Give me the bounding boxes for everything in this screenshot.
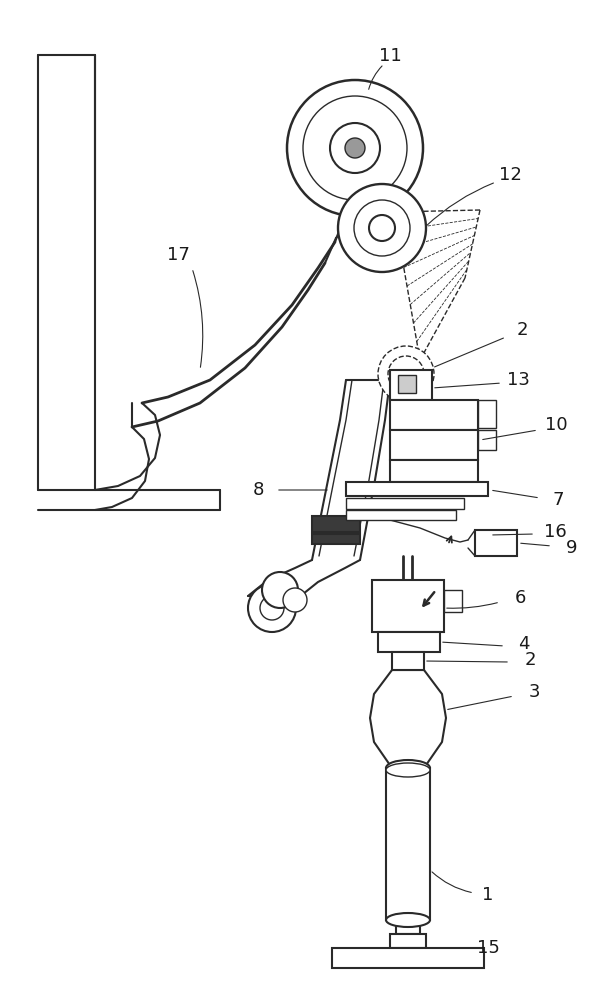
Text: 10: 10 [544,416,568,434]
Bar [390,934,426,948]
Circle shape [388,356,424,392]
Bar [346,498,464,509]
Text: 17: 17 [166,246,189,264]
Text: 12: 12 [498,166,521,184]
Circle shape [260,596,284,620]
Circle shape [354,200,410,256]
Circle shape [378,346,434,402]
Bar [390,400,478,430]
Bar [332,948,484,968]
Bar [346,510,456,520]
Text: 7: 7 [552,491,564,509]
Bar [478,430,496,450]
Circle shape [369,215,395,241]
Bar [444,590,462,612]
Circle shape [330,123,380,173]
Circle shape [338,184,426,272]
Bar [475,530,517,556]
Text: 15: 15 [476,939,500,957]
Text: 11: 11 [379,47,401,65]
Text: 16: 16 [544,523,566,541]
Bar [398,375,416,393]
Bar [372,580,444,632]
Bar [478,400,496,428]
Text: 2: 2 [524,651,536,669]
Bar [390,370,432,400]
Bar [386,768,430,920]
Circle shape [345,138,365,158]
Text: 1: 1 [483,886,493,904]
Bar [378,632,440,652]
Bar [390,430,478,460]
Ellipse shape [386,760,430,776]
Ellipse shape [386,763,430,777]
Circle shape [283,588,307,612]
Circle shape [303,96,407,200]
Bar [312,534,360,544]
Text: 3: 3 [528,683,540,701]
Circle shape [248,584,296,632]
Text: 4: 4 [518,635,530,653]
Text: 13: 13 [507,371,529,389]
Bar [390,460,478,482]
Bar [396,920,420,934]
Text: 6: 6 [514,589,526,607]
Text: 2: 2 [516,321,527,339]
Bar [312,516,360,532]
Circle shape [287,80,423,216]
Circle shape [262,572,298,608]
Bar [392,652,424,670]
Text: 8: 8 [253,481,263,499]
Text: 9: 9 [566,539,578,557]
Ellipse shape [386,913,430,927]
Bar [346,482,488,496]
